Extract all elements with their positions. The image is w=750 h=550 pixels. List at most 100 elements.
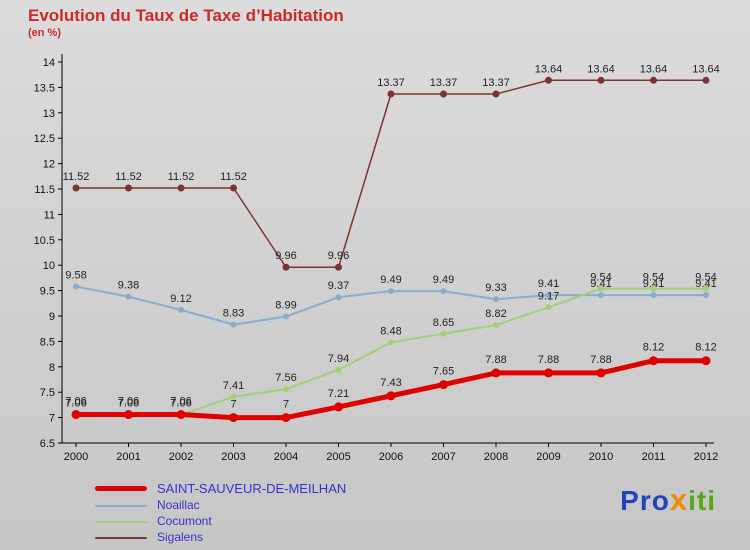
data-label-sigalens: 11.52 bbox=[220, 171, 247, 183]
y-tick-label: 10 bbox=[43, 260, 55, 272]
data-point-noaillac bbox=[230, 321, 237, 328]
x-tick-label: 2011 bbox=[642, 451, 666, 463]
data-point-saint_sauveur bbox=[176, 410, 186, 420]
data-label-cocumont: 7.94 bbox=[328, 353, 349, 365]
data-label-cocumont: 8.82 bbox=[485, 308, 506, 320]
data-label-noaillac: 9.49 bbox=[433, 274, 454, 286]
legend-swatch-saint-sauveur bbox=[95, 486, 147, 491]
x-tick-label: 2010 bbox=[589, 451, 613, 463]
data-label-saint_sauveur: 7.43 bbox=[380, 377, 401, 389]
legend-swatch-cocumont bbox=[95, 520, 147, 523]
data-point-noaillac bbox=[388, 288, 394, 295]
x-tick-label: 2001 bbox=[116, 451, 140, 463]
y-tick-label: 13 bbox=[43, 108, 55, 120]
data-label-noaillac: 9.41 bbox=[538, 278, 559, 290]
x-tick-label: 2004 bbox=[274, 451, 298, 463]
legend-label-saint-sauveur: SAINT-SAUVEUR-DE-MEILHAN bbox=[157, 481, 347, 496]
data-label-cocumont: 7.06 bbox=[118, 398, 139, 410]
x-tick-label: 2002 bbox=[169, 451, 193, 463]
data-point-saint_sauveur bbox=[71, 410, 81, 420]
data-label-cocumont: 9.54 bbox=[643, 272, 664, 284]
data-label-saint_sauveur: 8.12 bbox=[695, 342, 716, 354]
data-label-noaillac: 8.83 bbox=[223, 308, 244, 320]
data-point-noaillac bbox=[545, 292, 552, 299]
legend-swatch-sigalens bbox=[95, 536, 147, 539]
data-point-cocumont bbox=[703, 285, 709, 292]
y-tick-label: 8 bbox=[49, 362, 55, 374]
data-label-sigalens: 13.37 bbox=[482, 77, 510, 89]
logo-text-pro: Pro bbox=[620, 485, 670, 516]
x-tick-label: 2005 bbox=[326, 451, 350, 463]
data-label-saint_sauveur: 7.21 bbox=[328, 388, 349, 400]
data-label-sigalens: 13.64 bbox=[587, 63, 615, 75]
data-point-sigalens bbox=[545, 76, 552, 84]
data-point-sigalens bbox=[125, 184, 132, 192]
data-label-cocumont: 7.06 bbox=[170, 398, 191, 410]
legend: SAINT-SAUVEUR-DE-MEILHAN Noaillac Cocumo… bbox=[95, 481, 346, 547]
data-label-noaillac: 9.38 bbox=[118, 280, 139, 292]
data-point-saint_sauveur bbox=[544, 368, 553, 378]
y-tick-label: 12 bbox=[43, 159, 55, 171]
data-label-cocumont: 8.48 bbox=[380, 325, 401, 337]
y-tick-label: 9 bbox=[49, 311, 55, 323]
y-tick-label: 6.5 bbox=[40, 438, 55, 450]
data-label-noaillac: 9.58 bbox=[65, 270, 86, 282]
data-point-saint_sauveur bbox=[491, 368, 501, 378]
data-point-saint_sauveur bbox=[229, 413, 238, 423]
data-point-sigalens bbox=[440, 90, 447, 98]
data-point-sigalens bbox=[387, 90, 395, 98]
data-point-noaillac bbox=[125, 293, 132, 300]
legend-item-sigalens: Sigalens bbox=[95, 531, 346, 544]
data-label-noaillac: 9.49 bbox=[380, 274, 401, 286]
legend-swatch-noaillac bbox=[95, 504, 147, 507]
data-point-sigalens bbox=[492, 90, 500, 98]
y-tick-label: 7.5 bbox=[40, 387, 55, 399]
chart-title: Evolution du Taux de Taxe d’Habitation bbox=[28, 6, 344, 25]
data-point-saint_sauveur bbox=[334, 402, 343, 412]
data-label-cocumont: 7.06 bbox=[65, 398, 86, 410]
data-label-saint_sauveur: 7.06 bbox=[65, 396, 86, 408]
x-tick-label: 2012 bbox=[694, 451, 718, 463]
data-label-cocumont: 8.65 bbox=[433, 317, 454, 329]
data-label-saint_sauveur: 7.06 bbox=[170, 396, 191, 408]
data-label-sigalens: 13.64 bbox=[640, 63, 668, 75]
x-tick-label: 2009 bbox=[536, 451, 560, 463]
data-point-sigalens bbox=[335, 263, 342, 271]
data-point-cocumont bbox=[650, 285, 657, 292]
data-point-noaillac bbox=[493, 296, 499, 303]
data-point-noaillac bbox=[650, 292, 657, 299]
y-tick-label: 13.5 bbox=[34, 82, 55, 94]
data-point-saint_sauveur bbox=[124, 410, 133, 420]
data-point-cocumont bbox=[440, 330, 447, 337]
data-point-noaillac bbox=[598, 292, 604, 299]
data-label-sigalens: 9.96 bbox=[328, 250, 349, 262]
data-point-noaillac bbox=[703, 292, 709, 299]
legend-item-noaillac: Noaillac bbox=[95, 499, 346, 512]
legend-label-cocumont: Cocumont bbox=[157, 514, 212, 528]
data-point-saint_sauveur bbox=[281, 413, 291, 423]
data-point-cocumont bbox=[388, 339, 394, 346]
data-point-cocumont bbox=[283, 386, 289, 393]
data-label-sigalens: 13.64 bbox=[692, 63, 720, 75]
data-point-sigalens bbox=[597, 76, 605, 84]
data-label-noaillac: 8.99 bbox=[275, 300, 296, 312]
x-tick-label: 2007 bbox=[431, 451, 455, 463]
data-label-noaillac: 9.37 bbox=[328, 280, 349, 292]
proxiti-logo: Proxiti bbox=[620, 482, 716, 518]
legend-label-sigalens: Sigalens bbox=[157, 530, 204, 544]
logo-x-icon: x bbox=[669, 482, 689, 517]
data-point-cocumont bbox=[493, 322, 499, 329]
data-label-sigalens: 11.52 bbox=[168, 171, 195, 183]
data-point-cocumont bbox=[545, 304, 552, 311]
data-label-sigalens: 11.52 bbox=[63, 171, 90, 183]
data-label-sigalens: 11.52 bbox=[115, 171, 142, 183]
data-label-saint_sauveur: 7.88 bbox=[485, 354, 506, 366]
data-label-noaillac: 9.41 bbox=[643, 278, 664, 290]
data-label-sigalens: 13.64 bbox=[535, 63, 563, 75]
y-tick-label: 11.5 bbox=[34, 184, 55, 196]
data-label-saint_sauveur: 7 bbox=[230, 399, 236, 411]
data-label-sigalens: 13.37 bbox=[377, 77, 405, 89]
data-point-noaillac bbox=[178, 306, 184, 313]
data-point-sigalens bbox=[650, 76, 657, 84]
